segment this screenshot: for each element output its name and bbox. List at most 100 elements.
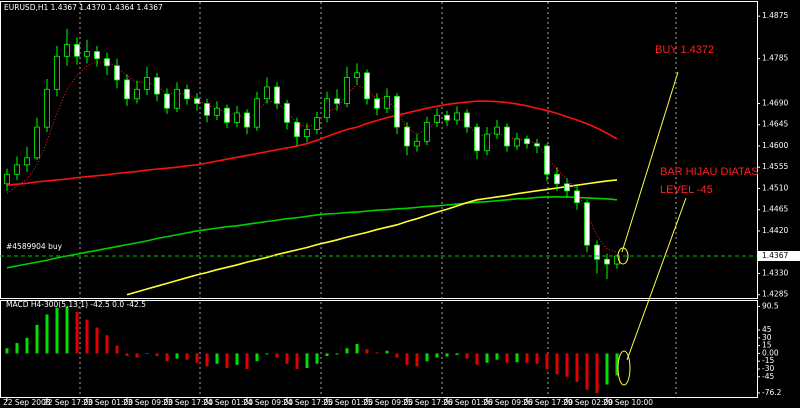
candle-body bbox=[404, 126, 410, 147]
day-separators bbox=[79, 2, 677, 398]
moving-average bbox=[6, 100, 618, 186]
candle-body bbox=[354, 72, 360, 78]
plot-layer: 1.4875 1.4785 1.4690 1.4645 1.4600 1.4555 1.45… bbox=[0, 11, 800, 407]
candle-body bbox=[294, 121, 300, 137]
candle-body bbox=[424, 121, 430, 142]
macd-bar bbox=[355, 344, 359, 354]
candle-body bbox=[604, 258, 610, 265]
candle-body bbox=[144, 77, 150, 90]
macd-bar bbox=[195, 353, 199, 363]
macd-bar bbox=[365, 349, 369, 354]
macd-bar bbox=[475, 353, 479, 365]
candle-body bbox=[274, 86, 280, 104]
y-tick-label: -15 bbox=[762, 356, 774, 365]
macd-bar bbox=[595, 353, 599, 393]
x-tick-label: 25 Sep 17:00 bbox=[403, 398, 453, 407]
macd-bar bbox=[455, 353, 459, 355]
y-tick-label: 15 bbox=[762, 341, 772, 350]
macd-panel-frame bbox=[0, 300, 758, 398]
macd-bar bbox=[325, 353, 329, 357]
candle-body bbox=[444, 114, 450, 121]
candle-body bbox=[374, 98, 380, 109]
candle-body bbox=[14, 164, 20, 175]
y-tick-label: 1.4510 bbox=[762, 183, 788, 192]
candle-body bbox=[314, 117, 320, 130]
candle-body bbox=[344, 77, 350, 104]
candle-body bbox=[34, 126, 40, 159]
candle-body bbox=[454, 112, 460, 121]
macd-bar bbox=[505, 353, 509, 363]
candle-body bbox=[174, 88, 180, 109]
candle-body bbox=[284, 103, 290, 123]
macd-bar bbox=[305, 353, 309, 368]
candle-body bbox=[104, 58, 110, 67]
macd-bar bbox=[465, 353, 469, 359]
macd-bar bbox=[395, 353, 399, 358]
macd-bar bbox=[165, 353, 169, 362]
y-tick-label: 1.4330 bbox=[762, 268, 788, 277]
macd-bar bbox=[525, 353, 529, 363]
macd-bar bbox=[55, 307, 59, 354]
macd-bar bbox=[605, 353, 609, 385]
macd-bar bbox=[215, 353, 219, 364]
order-label: #4589904 buy bbox=[6, 242, 63, 251]
macd-bar bbox=[205, 353, 209, 367]
x-tick-label: 24 Sep 17:00 bbox=[283, 398, 333, 407]
y-tick-label: 1.4875 bbox=[762, 11, 788, 20]
annotation-buy: BUY 1.4372 bbox=[655, 44, 714, 56]
candle-body bbox=[434, 114, 440, 123]
candle-body bbox=[224, 107, 230, 123]
macd-bar bbox=[225, 353, 229, 368]
y-tick-label: 1.4420 bbox=[762, 226, 788, 235]
annotation-level: LEVEL -45 bbox=[660, 184, 713, 196]
candle-body bbox=[584, 202, 590, 246]
macd-bar bbox=[615, 353, 619, 376]
x-tick-label: 23 Sep 17:00 bbox=[163, 398, 213, 407]
candle-body bbox=[234, 112, 240, 123]
macd-bar bbox=[295, 353, 299, 369]
candle-body bbox=[324, 98, 330, 119]
y-tick-label: 1.4465 bbox=[762, 205, 788, 214]
candle-body bbox=[304, 129, 310, 137]
macd-bar bbox=[445, 353, 449, 357]
candle-body bbox=[24, 157, 30, 166]
macd-bar bbox=[345, 348, 349, 354]
macd-bar bbox=[175, 353, 179, 359]
macd-bar bbox=[515, 353, 519, 363]
macd-bar bbox=[105, 335, 109, 354]
moving-average bbox=[6, 196, 618, 269]
x-tick-label: 24 Sep 09:00 bbox=[243, 398, 293, 407]
y-tick-label: -30 bbox=[762, 364, 774, 373]
candle-body bbox=[414, 140, 420, 147]
x-tick-label: 25 Sep 01:00 bbox=[323, 398, 373, 407]
macd-bar bbox=[565, 353, 569, 377]
x-tick-label: 29 Sep 02:00 bbox=[563, 398, 613, 407]
current-price-box bbox=[758, 250, 800, 261]
macd-bar bbox=[135, 353, 139, 358]
macd-title: MACD H4-300(5,13,1) -42.5 0.0 -42.5 bbox=[6, 300, 146, 309]
y-tick-label: -45 bbox=[762, 372, 774, 381]
macd-bar bbox=[185, 353, 189, 360]
macd-bar bbox=[155, 353, 159, 357]
candle-body bbox=[544, 145, 550, 175]
annotation-line bbox=[626, 197, 687, 361]
macd-bar bbox=[65, 306, 69, 354]
candle-body bbox=[594, 244, 600, 260]
x-tick-label: 23 Sep 09:00 bbox=[123, 398, 173, 407]
macd-bar bbox=[85, 319, 89, 354]
x-tick-label: 25 Sep 09:00 bbox=[363, 398, 413, 407]
x-tick-label: 26 Sep 01:00 bbox=[443, 398, 493, 407]
candle-body bbox=[84, 51, 90, 57]
macd-bar bbox=[385, 350, 389, 354]
macd-bar bbox=[425, 353, 429, 362]
macd-bar bbox=[335, 353, 339, 355]
macd-bar bbox=[235, 353, 239, 365]
candle-body bbox=[244, 112, 250, 128]
y-tick-label: 1.4555 bbox=[762, 162, 788, 171]
macd-bar bbox=[435, 353, 439, 358]
macd-bar bbox=[495, 353, 499, 360]
annotation-bar: BAR HIJAU DIATAS bbox=[660, 166, 759, 178]
candle-body bbox=[124, 79, 130, 100]
candle-body bbox=[44, 88, 50, 128]
